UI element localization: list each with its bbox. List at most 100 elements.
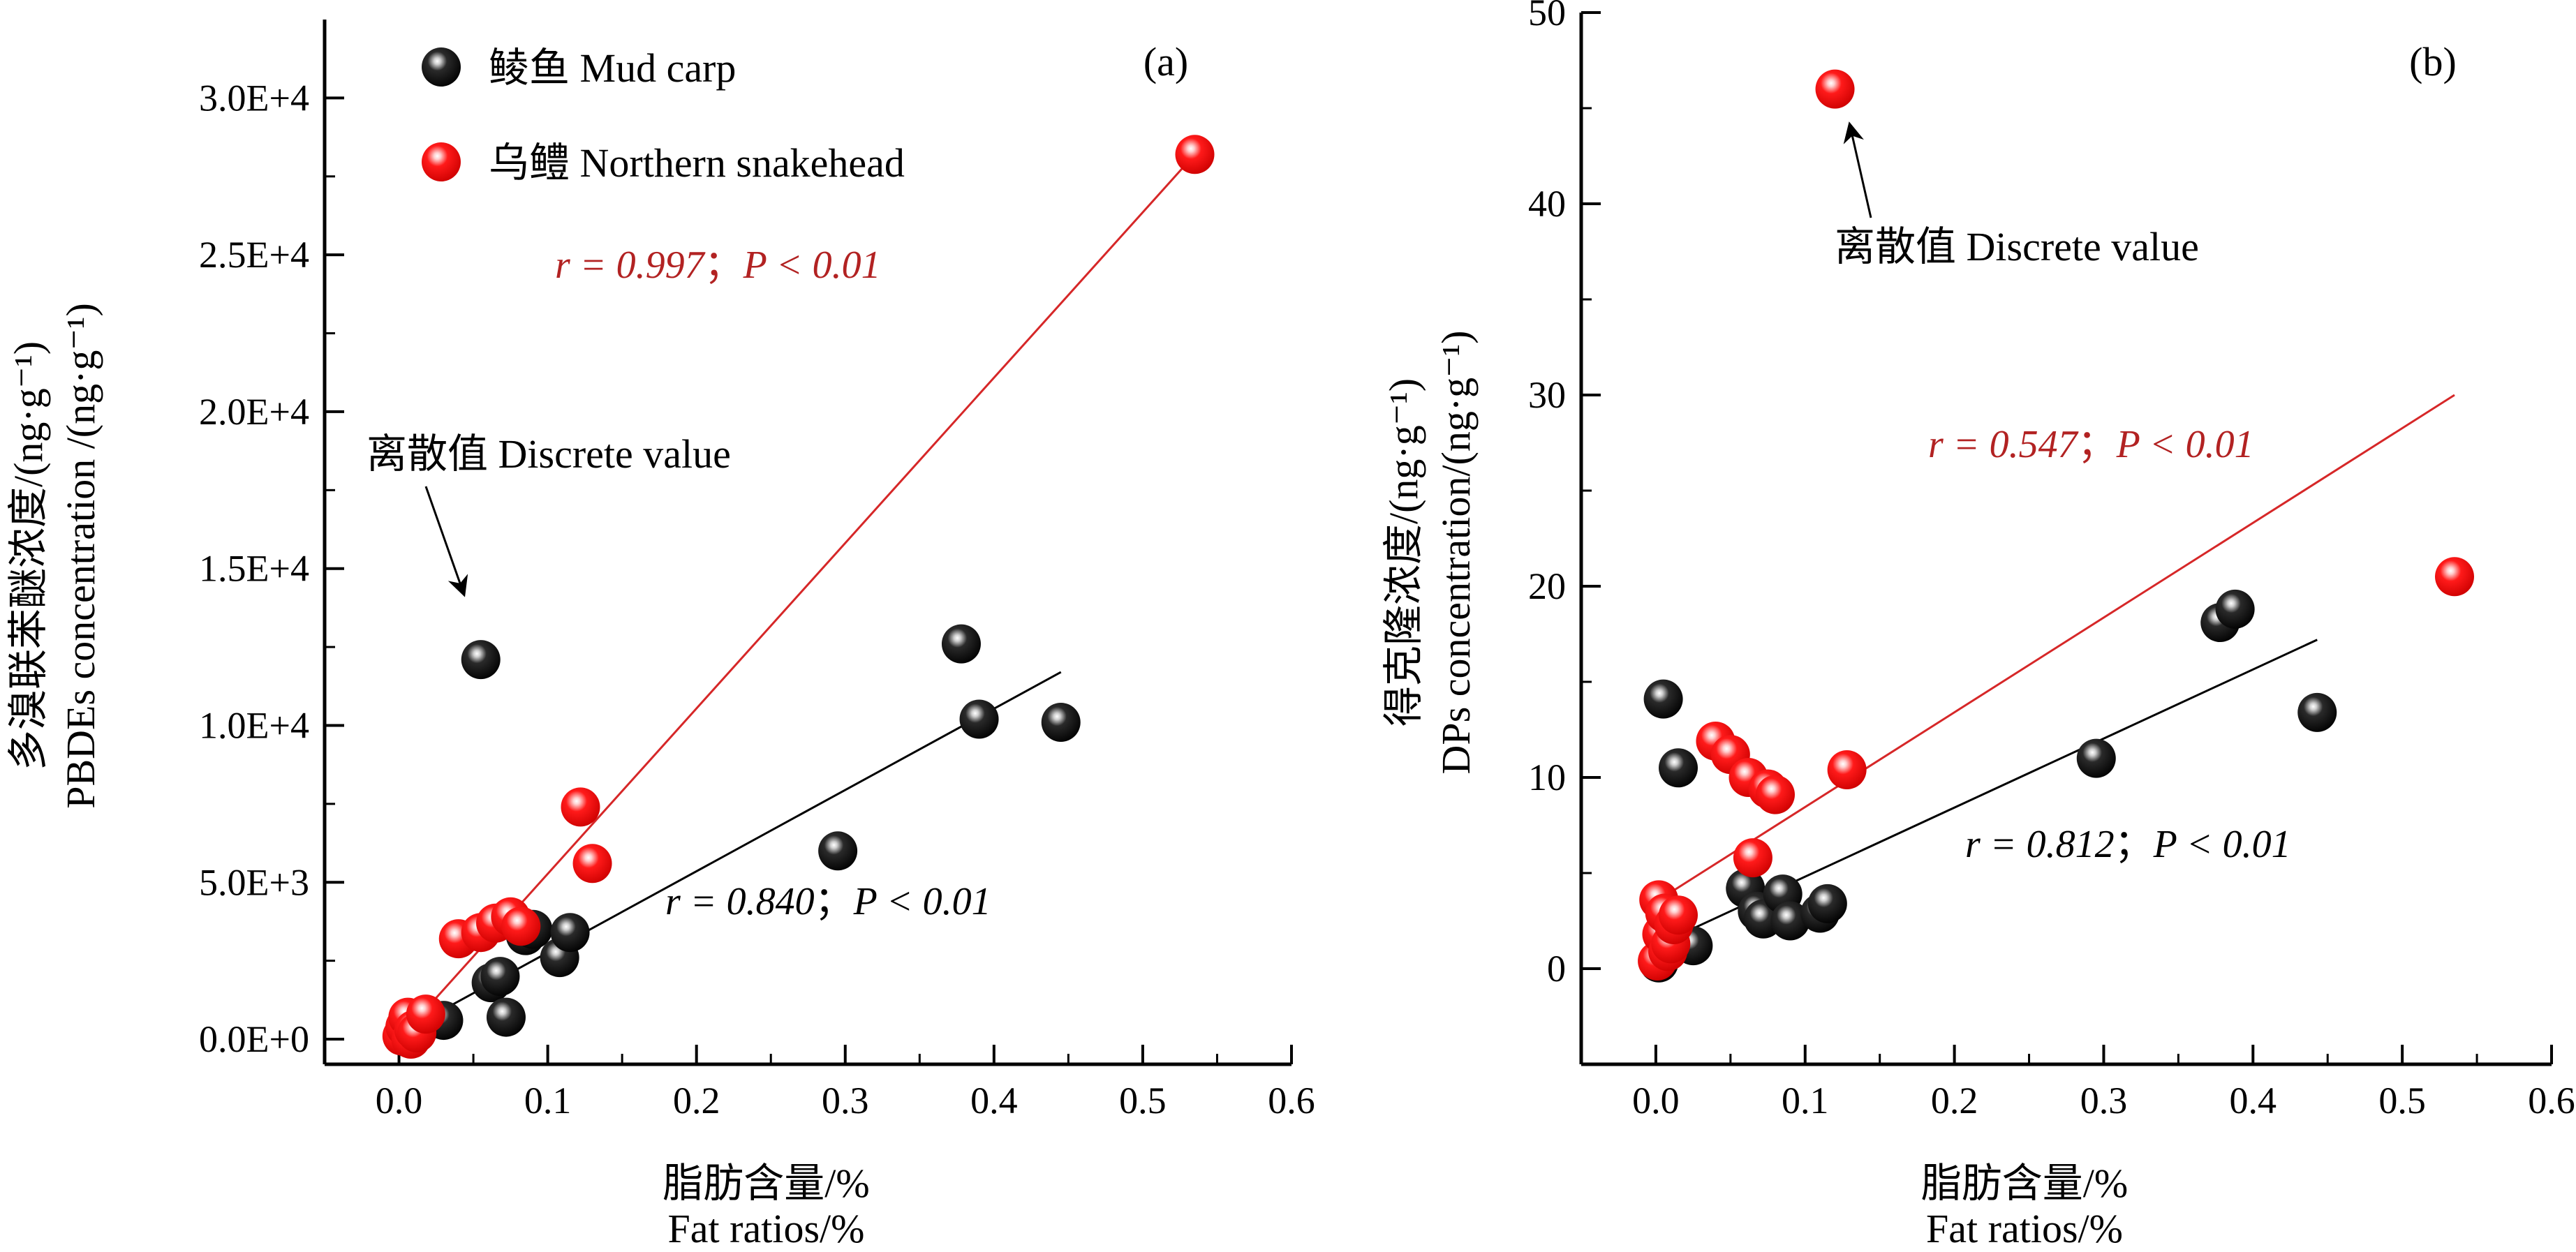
y-tick-label: 1.5E+4 <box>199 548 309 590</box>
stat-r-mud-carp-a: r = 0.840 <box>665 880 815 923</box>
y-ticks-b: 0 10 20 30 40 50 <box>1528 0 1601 990</box>
point-mud-carp-b <box>1659 748 1698 788</box>
legend: 鲮鱼 Mud carp 乌鳢 Northern snakehead <box>422 45 905 186</box>
point-mud-carp-a <box>486 997 526 1037</box>
x-axis-label-en-b: Fat ratios/% <box>1926 1206 2123 1251</box>
stat-p-mud-carp-b: P < 0.01 <box>2153 823 2291 866</box>
point-snakehead-b <box>1733 838 1772 878</box>
x-ticks-a: 0.0 0.1 0.2 0.3 0.4 0.5 0.6 <box>376 1045 1315 1121</box>
stat-mud-carp-a: r = 0.840；P < 0.01 <box>665 880 991 923</box>
x-tick-label: 0.6 <box>1268 1080 1315 1121</box>
data-points-a <box>382 135 1215 1059</box>
point-mud-carp-a <box>461 640 501 680</box>
x-tick-label: 0.3 <box>2080 1080 2128 1121</box>
y-axis-label-a: 多溴联苯醚浓度/(ng·g⁻¹) PBDEs concentration /(n… <box>6 303 103 809</box>
annotation-arrow-b <box>1843 121 1872 218</box>
x-axis-label-cn-b: 脂肪含量/% <box>1921 1161 2128 1206</box>
point-snakehead-a <box>561 787 600 827</box>
y-tick-label: 10 <box>1528 757 1566 798</box>
y-axis-label-en-b: DPs concentration/(ng·g⁻¹) <box>1433 331 1479 775</box>
axes-b <box>1579 13 2552 1066</box>
axes-a <box>323 20 1291 1066</box>
point-mud-carp-b <box>2215 589 2255 629</box>
point-snakehead-a <box>1175 135 1215 174</box>
chart-panel-b: 得克隆浓度/(ng·g⁻¹) DPs concentration/(ng·g⁻¹… <box>1381 0 2575 1251</box>
x-tick-label: 0.2 <box>673 1080 720 1121</box>
x-tick-label: 0.5 <box>1119 1080 1167 1121</box>
x-axis-label-en-a: Fat ratios/% <box>668 1206 865 1251</box>
annotation-arrow-a <box>424 486 468 597</box>
stat-r-snakehead-a: r = 0.997 <box>555 244 706 287</box>
stat-r-snakehead-b: r = 0.547 <box>1928 423 2079 466</box>
x-tick-label: 0.3 <box>822 1080 869 1121</box>
x-tick-label: 0.1 <box>1782 1080 1829 1121</box>
point-mud-carp-a <box>1041 702 1081 742</box>
x-tick-label: 0.6 <box>2528 1080 2575 1121</box>
point-mud-carp-b <box>1807 884 1847 923</box>
fit-line-snakehead-a <box>398 154 1196 1041</box>
x-tick-label: 0.4 <box>2230 1080 2277 1121</box>
x-tick-label: 0.2 <box>1931 1080 1978 1121</box>
y-tick-label: 2.0E+4 <box>199 391 309 433</box>
x-tick-label: 0.0 <box>376 1080 423 1121</box>
annotation-discrete-value-a: 离散值 Discrete value <box>367 431 731 477</box>
y-axis-label-cn-b: 得克隆浓度/(ng·g⁻¹) <box>1381 378 1426 726</box>
stat-p-snakehead-a: P < 0.01 <box>743 244 881 287</box>
panel-label-b: (b) <box>2409 39 2457 84</box>
point-mud-carp-b <box>1643 679 1683 719</box>
point-snakehead-b <box>1827 750 1867 790</box>
y-axis-label-b: 得克隆浓度/(ng·g⁻¹) DPs concentration/(ng·g⁻¹… <box>1381 331 1479 775</box>
x-axis-label-cn-a: 脂肪含量/% <box>662 1161 869 1206</box>
x-tick-label: 0.1 <box>524 1080 572 1121</box>
y-tick-label: 1.0E+4 <box>199 704 309 746</box>
point-snakehead-a <box>406 994 445 1034</box>
x-tick-label: 0.5 <box>2378 1080 2426 1121</box>
fit-line-snakehead-b <box>1655 394 2455 903</box>
y-tick-label: 2.5E+4 <box>199 234 309 276</box>
stat-snakehead-a: r = 0.997；P < 0.01 <box>555 244 881 287</box>
point-snakehead-b <box>1659 895 1698 935</box>
point-snakehead-b <box>2435 557 2474 597</box>
y-axis-label-en-a: PBDEs concentration /(ng·g⁻¹) <box>58 303 103 809</box>
point-snakehead-b <box>1756 775 1795 814</box>
data-points-b <box>1638 69 2474 983</box>
stat-r-mud-carp-b: r = 0.812 <box>1965 823 2115 866</box>
x-ticks-b: 0.0 0.1 0.2 0.3 0.4 0.5 0.6 <box>1632 1045 2575 1121</box>
y-ticks-a: 0.0E+0 5.0E+3 1.0E+4 1.5E+4 2.0E+4 2.5E+4 3.0E… <box>199 77 344 1060</box>
y-tick-label: 50 <box>1528 0 1566 33</box>
y-tick-label: 3.0E+4 <box>199 77 309 119</box>
point-mud-carp-a <box>480 957 520 997</box>
stat-snakehead-b: r = 0.547；P < 0.01 <box>1928 423 2254 466</box>
legend-label-mud-carp: 鲮鱼 Mud carp <box>489 45 736 91</box>
y-tick-label: 40 <box>1528 183 1566 225</box>
y-axis-label-cn-a: 多溴联苯醚浓度/(ng·g⁻¹) <box>6 341 51 770</box>
x-tick-label: 0.0 <box>1632 1080 1680 1121</box>
y-tick-label: 0 <box>1547 948 1566 990</box>
point-mud-carp-b <box>2297 692 2337 732</box>
point-mud-carp-b <box>1770 901 1810 941</box>
point-snakehead-a <box>572 844 612 884</box>
annotation-discrete-value-b: 离散值 Discrete value <box>1835 224 2199 269</box>
legend-marker-snakehead <box>422 142 461 181</box>
stat-sep-mud-carp-a: ； <box>815 880 854 923</box>
point-snakehead-b <box>1815 69 1855 109</box>
stat-p-mud-carp-a: P < 0.01 <box>853 880 991 923</box>
point-mud-carp-a <box>550 913 590 953</box>
point-mud-carp-a <box>818 831 858 871</box>
x-tick-label: 0.4 <box>970 1080 1018 1121</box>
y-tick-label: 30 <box>1528 374 1566 416</box>
stat-sep-snakehead-a: ； <box>704 244 743 287</box>
legend-label-snakehead: 乌鳢 Northern snakehead <box>489 140 905 186</box>
point-snakehead-a <box>501 907 541 946</box>
point-mud-carp-a <box>959 699 999 739</box>
stat-sep-snakehead-b: ； <box>2078 423 2117 466</box>
y-tick-label: 20 <box>1528 565 1566 607</box>
point-mud-carp-b <box>2076 738 2116 778</box>
stat-mud-carp-b: r = 0.812；P < 0.01 <box>1965 823 2291 866</box>
y-tick-label: 5.0E+3 <box>199 861 309 903</box>
stat-p-snakehead-b: P < 0.01 <box>2116 423 2254 466</box>
panel-label-a: (a) <box>1143 39 1188 84</box>
y-tick-label: 0.0E+0 <box>199 1018 309 1060</box>
point-mud-carp-a <box>941 624 981 664</box>
